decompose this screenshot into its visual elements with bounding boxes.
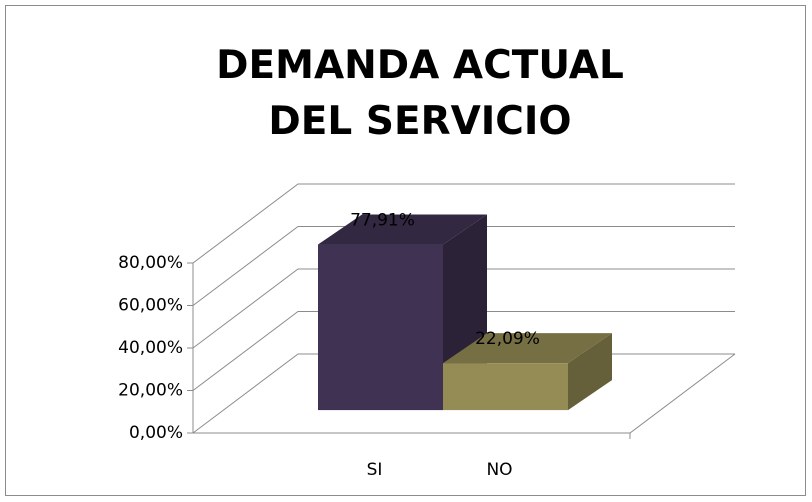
bar (443, 363, 568, 411)
grid-line (192, 311, 735, 391)
chart-title: DEMANDA ACTUAL DEL SERVICIO (216, 43, 624, 144)
y-tick-label: 20,00% (118, 381, 183, 401)
bar-top (318, 214, 487, 245)
data-label: 22,09% (475, 329, 540, 349)
y-tick-label: 80,00% (118, 253, 183, 273)
x-tick-label: NO (486, 460, 512, 480)
y-tick-label: 60,00% (118, 296, 183, 316)
y-tick-label: 0,00% (129, 423, 183, 443)
bar-side (568, 333, 612, 411)
bar-top (443, 333, 612, 364)
y-tick-label: 40,00% (118, 338, 183, 358)
x-tick-label: SI (367, 460, 383, 480)
grid-line (192, 268, 735, 349)
bar (318, 244, 443, 411)
grid-line (192, 226, 735, 306)
data-label: 77,91% (350, 211, 415, 231)
grid-line (192, 183, 735, 264)
